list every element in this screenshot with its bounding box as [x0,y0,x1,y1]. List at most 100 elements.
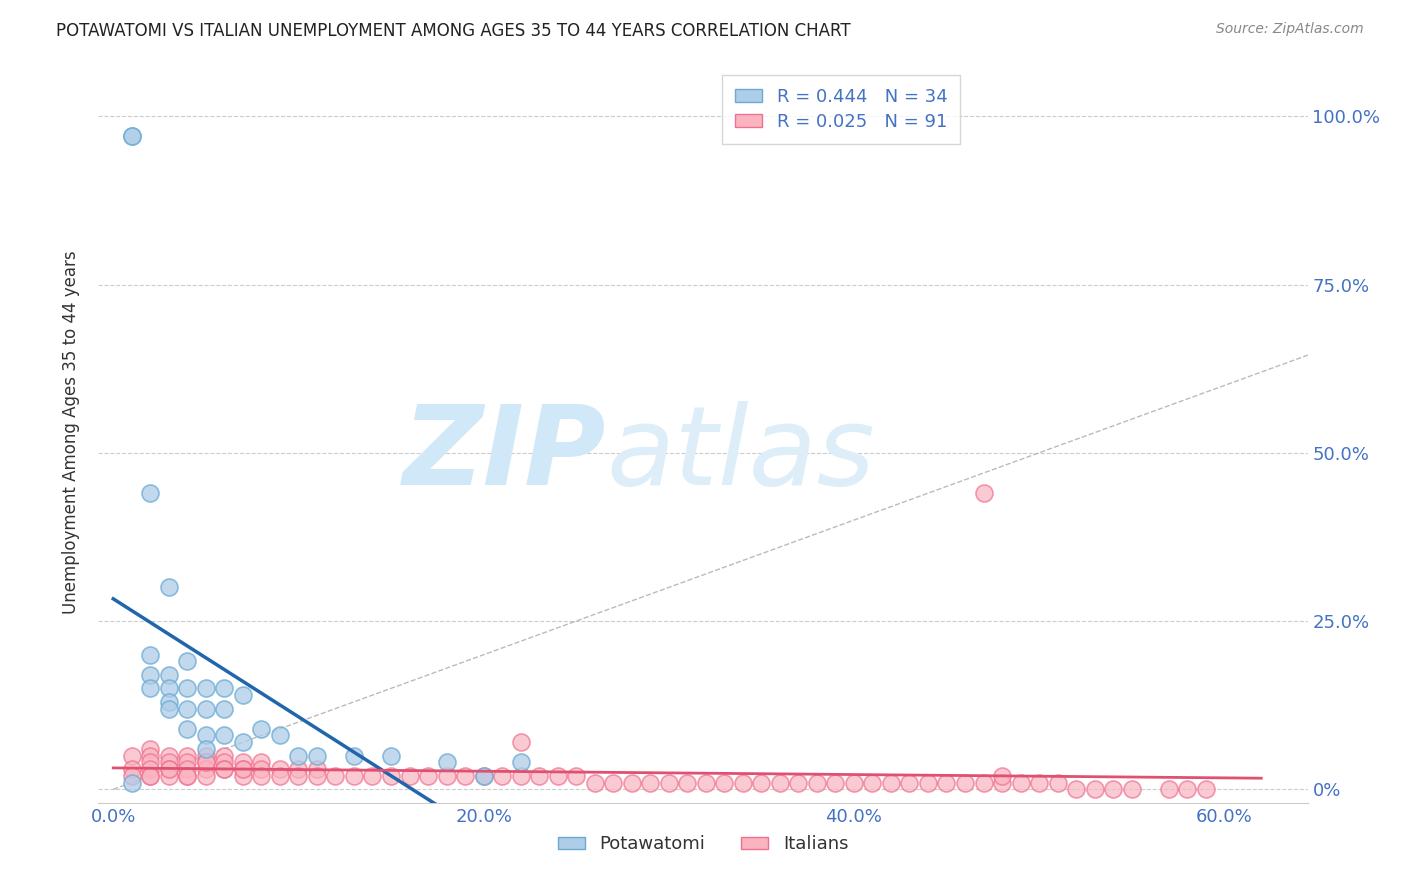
Point [194,748,217,763]
Point [176,722,198,736]
Point [991,775,1014,789]
Point [214,756,236,770]
Point [269,769,291,783]
Point [232,756,254,770]
Point [250,769,273,783]
Point [139,769,162,783]
Point [287,762,309,776]
Point [194,701,217,715]
Point [973,775,995,789]
Point [214,681,236,696]
Point [139,486,162,500]
Point [269,762,291,776]
Point [176,756,198,770]
Point [139,742,162,756]
Point [343,769,366,783]
Text: atlas: atlas [606,401,875,508]
Point [287,748,309,763]
Point [139,762,162,776]
Point [176,769,198,783]
Point [472,769,495,783]
Point [157,756,180,770]
Point [953,775,976,789]
Point [176,655,198,669]
Point [121,129,143,144]
Text: POTAWATOMI VS ITALIAN UNEMPLOYMENT AMONG AGES 35 TO 44 YEARS CORRELATION CHART: POTAWATOMI VS ITALIAN UNEMPLOYMENT AMONG… [56,22,851,40]
Point [176,701,198,715]
Point [287,769,309,783]
Y-axis label: Unemployment Among Ages 35 to 44 years: Unemployment Among Ages 35 to 44 years [62,251,80,615]
Point [880,775,903,789]
Point [194,681,217,696]
Point [1046,775,1069,789]
Point [214,701,236,715]
Point [1102,782,1125,797]
Point [214,748,236,763]
Point [695,775,717,789]
Point [157,748,180,763]
Point [232,688,254,702]
Point [547,769,569,783]
Point [769,775,792,789]
Point [416,769,439,783]
Point [157,681,180,696]
Point [176,681,198,696]
Point [139,769,162,783]
Point [121,775,143,789]
Point [1157,782,1180,797]
Legend: Potawatomi, Italians: Potawatomi, Italians [551,828,855,861]
Point [509,756,531,770]
Text: ZIP: ZIP [402,401,606,508]
Point [214,762,236,776]
Point [121,748,143,763]
Point [139,648,162,662]
Point [472,769,495,783]
Point [194,762,217,776]
Point [232,769,254,783]
Point [157,769,180,783]
Point [436,756,458,770]
Point [565,769,588,783]
Point [787,775,810,789]
Point [380,748,402,763]
Point [194,742,217,756]
Point [602,775,624,789]
Point [194,756,217,770]
Point [991,769,1014,783]
Point [250,756,273,770]
Point [749,775,772,789]
Point [214,729,236,743]
Point [731,775,754,789]
Point [176,762,198,776]
Point [806,775,828,789]
Point [973,486,995,500]
Point [1195,782,1218,797]
Point [157,762,180,776]
Point [157,581,180,595]
Point [658,775,681,789]
Point [176,769,198,783]
Point [343,748,366,763]
Point [325,769,347,783]
Point [862,775,884,789]
Point [194,756,217,770]
Point [157,668,180,682]
Point [121,762,143,776]
Point [917,775,939,789]
Point [935,775,957,789]
Point [454,769,477,783]
Text: Source: ZipAtlas.com: Source: ZipAtlas.com [1216,22,1364,37]
Point [232,762,254,776]
Point [194,769,217,783]
Point [361,769,384,783]
Point [380,769,402,783]
Point [620,775,643,789]
Point [121,769,143,783]
Point [176,748,198,763]
Point [250,722,273,736]
Point [713,775,735,789]
Point [509,735,531,749]
Point [232,735,254,749]
Point [824,775,846,789]
Point [1028,775,1050,789]
